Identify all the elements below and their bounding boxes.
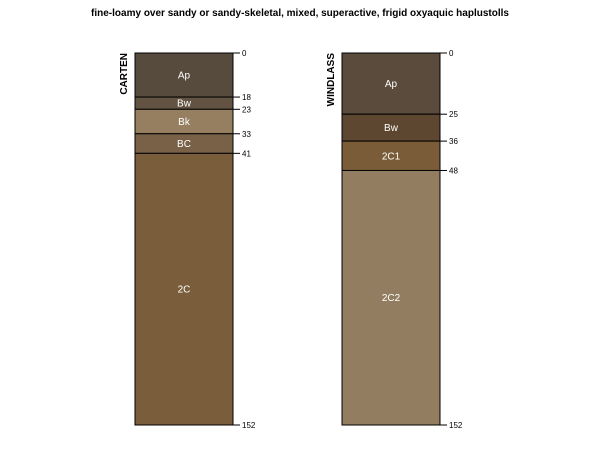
horizon-label: Bk	[178, 117, 191, 128]
depth-label: 41	[242, 149, 251, 158]
depth-label: 0	[449, 49, 454, 58]
horizon-label: 2C1	[382, 151, 401, 162]
depth-label: 18	[242, 93, 251, 102]
horizon-block	[341, 169, 441, 426]
depth-label: 0	[242, 49, 247, 58]
horizon-block	[341, 52, 441, 115]
horizon-label: 2C2	[382, 293, 401, 304]
soil-profile: WINDLASS Ap Bw 2C1 2C2 0 25 36 48 152	[326, 49, 463, 430]
horizon-block	[134, 108, 234, 135]
horizon-label: Ap	[385, 79, 398, 90]
depth-label: 25	[449, 110, 458, 119]
profile-name: CARTEN	[119, 53, 130, 95]
horizon-block	[134, 52, 234, 98]
soil-profile: CARTEN Ap Bw Bk BC 2C 0 18 23 33 41 152	[119, 49, 256, 430]
horizon-label: Ap	[178, 71, 191, 82]
horizon-block	[134, 152, 234, 426]
depth-label: 33	[242, 130, 251, 139]
depth-label: 152	[242, 421, 256, 430]
figure-title: fine-loamy over sandy or sandy-skeletal,…	[91, 8, 509, 19]
depth-label: 23	[242, 105, 251, 114]
profile-name: WINDLASS	[326, 53, 337, 107]
horizon-label: Bw	[384, 123, 399, 134]
depth-label: 152	[449, 421, 463, 430]
depth-label: 48	[449, 166, 458, 175]
horizon-label: BC	[177, 139, 191, 150]
horizon-label: 2C	[178, 285, 191, 296]
depth-label: 36	[449, 137, 458, 146]
profiles-layer: CARTEN Ap Bw Bk BC 2C 0 18 23 33 41 152 WINDLASS Ap Bw…	[119, 49, 463, 430]
horizon-label: Bw	[177, 99, 192, 110]
